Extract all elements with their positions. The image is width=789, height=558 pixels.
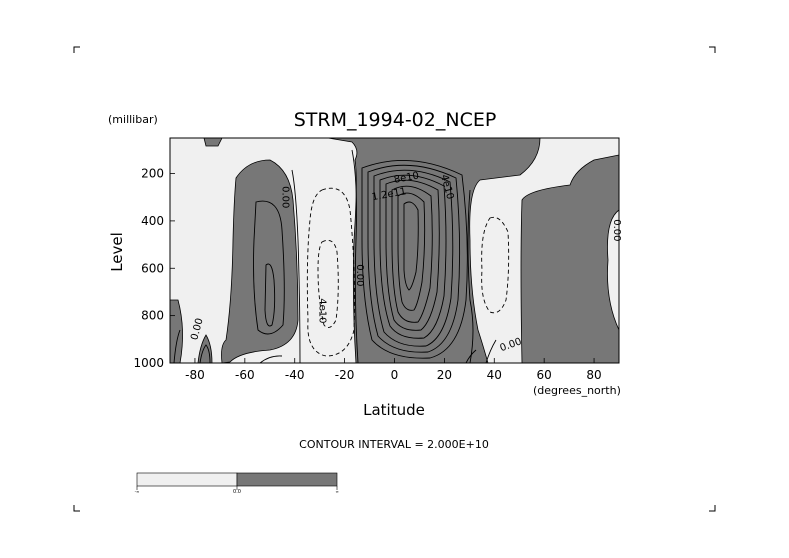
x-axis-label: Latitude: [363, 401, 425, 419]
contour-interval-note: CONTOUR INTERVAL = 2.000E+10: [299, 438, 489, 451]
y-tick-label: 1000: [133, 356, 164, 370]
colorbar-positive-segment: [236, 472, 338, 487]
x-tick-label: 20: [437, 368, 452, 382]
central-positive-cell: [327, 137, 541, 364]
x-tick-label: 80: [586, 368, 601, 382]
contour-value-label: 8e10: [393, 171, 420, 186]
x-unit-label: (degrees_north): [533, 384, 621, 397]
contour-value-label: 0.00: [611, 219, 622, 241]
x-tick-label: 0: [391, 368, 399, 382]
positive-regions: [169, 137, 620, 364]
y-tick-label: 200: [141, 167, 164, 181]
y-axis-ticks: 200 400 600 800 1000: [133, 167, 175, 370]
contour-value-label: 4e10: [317, 298, 328, 323]
southern-positive-cell: [221, 159, 299, 364]
northern-positive-cell: [520, 154, 620, 364]
chart-title: STRM_1994-02_NCEP: [294, 109, 497, 131]
colorbar-label-zero: 0.0: [233, 489, 241, 495]
negative-contours: [306, 187, 510, 357]
x-tick-label: -60: [235, 368, 255, 382]
y-tick-label: 600: [141, 261, 164, 275]
colorbar-negative-segment: [136, 472, 238, 487]
colorbar: -∞ 0.0 ∞: [135, 472, 339, 495]
x-tick-label: -80: [185, 368, 205, 382]
x-tick-label: -20: [335, 368, 355, 382]
contour-value-label: 0.00: [354, 264, 365, 286]
y-tick-label: 800: [141, 309, 164, 323]
zero-contours: [291, 149, 474, 364]
positive-contours: [173, 160, 497, 364]
contour-value-label: 0.00: [279, 186, 290, 208]
crop-marks: [73, 46, 716, 512]
y-tick-label: 400: [141, 214, 164, 228]
x-axis-ticks: -80 -60 -40 -20 0 20 40 60 80: [185, 358, 602, 382]
y-axis-label: Level: [108, 232, 126, 272]
colorbar-label-min: -∞: [135, 489, 140, 494]
colorbar-label-max: ∞: [335, 489, 338, 494]
x-tick-label: 40: [487, 368, 502, 382]
x-tick-label: 60: [537, 368, 552, 382]
y-unit-label: (millibar): [108, 113, 158, 126]
x-tick-label: -40: [285, 368, 305, 382]
